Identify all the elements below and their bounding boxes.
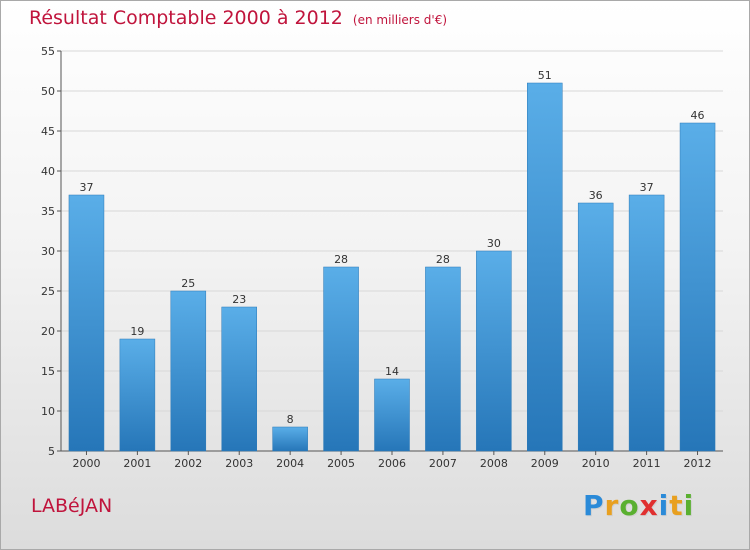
y-tick-label: 50 [41,85,55,98]
logo-letter: i [658,489,670,522]
x-tick-label: 2009 [531,457,559,470]
y-tick-label: 10 [41,405,55,418]
x-tick-label: 2010 [582,457,610,470]
data-label: 46 [691,109,705,122]
place-name: LABéJAN [31,495,113,517]
data-label: 14 [385,365,399,378]
data-label: 23 [232,293,246,306]
bar [476,250,512,452]
x-tick-label: 2011 [633,457,661,470]
logo-letter: i [683,489,695,522]
y-tick-label: 20 [41,325,55,338]
bar [68,194,105,452]
x-tick-label: 2001 [123,457,151,470]
bar [527,82,563,452]
x-tick-label: 2006 [378,457,406,470]
y-tick-label: 55 [41,45,55,58]
logo-letter: x [639,489,659,522]
chart-subtitle: (en milliers d'€) [352,13,448,27]
bar [221,306,257,452]
y-tick-label: 30 [41,245,55,258]
x-tick-label: 2007 [429,457,457,470]
y-tick-label: 5 [48,445,55,458]
bar [628,194,665,452]
data-label: 36 [589,189,603,202]
data-label: 28 [436,253,450,266]
data-label: 30 [487,237,501,250]
x-tick-label: 2002 [174,457,202,470]
x-tick-label: 2000 [72,457,100,470]
data-label: 37 [640,181,654,194]
bar [679,122,716,452]
x-tick-label: 2012 [684,457,712,470]
data-label: 28 [334,253,348,266]
chart-title: Résultat Comptable 2000 à 2012 (en millie… [29,7,447,29]
x-tick-label: 2003 [225,457,253,470]
data-label: 37 [79,181,93,194]
proxiti-logo: Proxiti [583,489,694,522]
bar [272,426,308,452]
y-tick-label: 25 [41,285,55,298]
data-label: 51 [538,69,552,82]
logo-letter: o [619,489,640,522]
y-tick-label: 45 [41,125,55,138]
x-tick-label: 2005 [327,457,355,470]
title-text: Résultat Comptable 2000 à 2012 [29,7,343,29]
bar [323,266,359,452]
logo-letter: r [604,489,620,522]
bar [374,378,410,452]
y-tick-label: 35 [41,205,55,218]
y-tick-label: 40 [41,165,55,178]
logo-letter: t [669,489,684,522]
bar [425,266,461,452]
bar [170,290,207,452]
data-label: 19 [130,325,144,338]
x-tick-label: 2008 [480,457,508,470]
bar [577,202,614,452]
bar [119,338,156,452]
data-label: 25 [181,277,195,290]
x-tick-label: 2004 [276,457,304,470]
data-label: 8 [287,413,294,426]
logo-letter: P [583,489,605,522]
y-tick-label: 15 [41,365,55,378]
